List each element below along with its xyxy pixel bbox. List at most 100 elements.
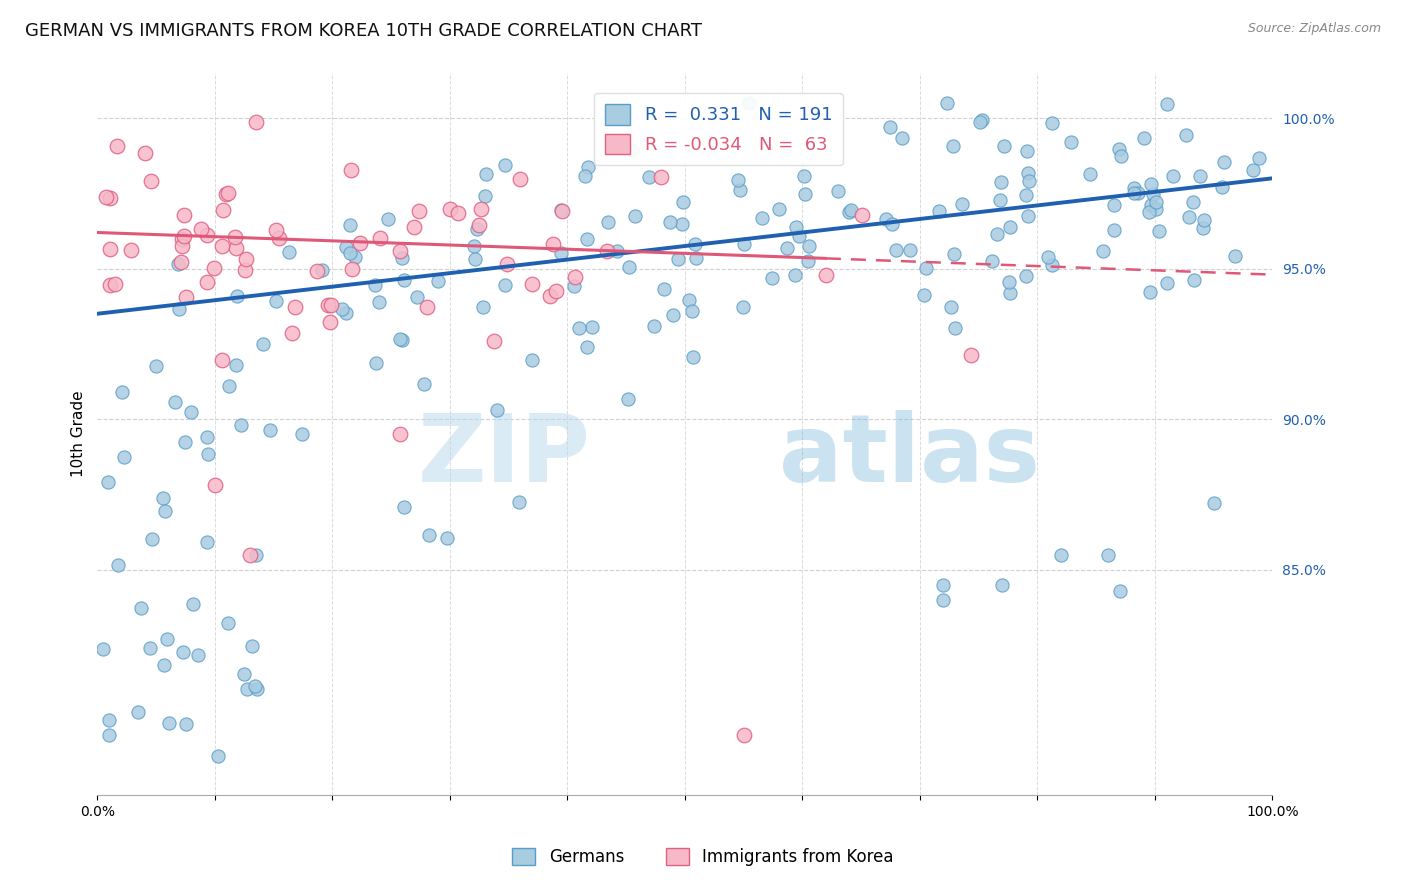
Point: [624, 209, 647, 223]
Point: [163, 394, 186, 409]
Point: [839, 203, 862, 218]
Point: [794, 186, 817, 201]
Text: ZIP: ZIP: [418, 409, 591, 502]
Point: [111, 385, 134, 400]
Point: [266, 223, 288, 237]
Point: [252, 337, 274, 351]
Point: [520, 277, 543, 291]
Point: [1108, 583, 1130, 598]
Point: [733, 237, 755, 252]
Point: [392, 273, 415, 287]
Point: [494, 278, 516, 293]
Point: [1109, 148, 1132, 162]
Point: [915, 261, 938, 276]
Point: [486, 403, 509, 417]
Point: [239, 548, 262, 562]
Point: [235, 252, 257, 266]
Point: [789, 228, 811, 243]
Point: [157, 716, 180, 731]
Point: [638, 170, 661, 185]
Point: [98, 713, 121, 727]
Point: [960, 348, 983, 362]
Point: [576, 232, 599, 246]
Point: [344, 251, 367, 265]
Point: [98, 191, 121, 205]
Point: [195, 227, 218, 242]
Point: [243, 679, 266, 693]
Point: [898, 243, 921, 257]
Point: [471, 301, 494, 315]
Point: [391, 333, 413, 347]
Point: [240, 639, 263, 653]
Point: [681, 304, 703, 318]
Point: [932, 592, 955, 607]
Point: [340, 261, 363, 276]
Point: [1212, 154, 1234, 169]
Point: [307, 264, 329, 278]
Point: [568, 320, 591, 334]
Point: [751, 211, 773, 226]
Point: [368, 230, 391, 244]
Point: [465, 222, 488, 236]
Point: [652, 282, 675, 296]
Point: [211, 353, 233, 368]
Point: [129, 601, 152, 615]
Point: [134, 146, 156, 161]
Point: [155, 632, 177, 646]
Point: [671, 217, 693, 231]
Point: [1133, 131, 1156, 145]
Point: [730, 183, 752, 197]
Point: [879, 120, 901, 135]
Point: [1017, 210, 1039, 224]
Point: [402, 220, 425, 235]
Point: [1018, 174, 1040, 188]
Point: [468, 218, 491, 232]
Point: [1040, 116, 1063, 130]
Point: [174, 717, 197, 731]
Point: [1017, 166, 1039, 180]
Point: [284, 300, 307, 314]
Point: [581, 319, 603, 334]
Point: [678, 293, 700, 308]
Point: [494, 158, 516, 172]
Point: [1104, 222, 1126, 236]
Point: [195, 275, 218, 289]
Point: [1144, 202, 1167, 216]
Point: [112, 450, 135, 464]
Point: [97, 475, 120, 489]
Point: [214, 186, 236, 201]
Point: [335, 306, 357, 320]
Point: [1140, 177, 1163, 191]
Point: [875, 211, 897, 226]
Point: [231, 417, 253, 432]
Point: [662, 308, 685, 322]
Point: [1189, 169, 1212, 183]
Point: [884, 243, 907, 257]
Point: [980, 253, 1002, 268]
Point: [814, 268, 837, 282]
Point: [998, 219, 1021, 234]
Point: [389, 332, 412, 346]
Point: [942, 139, 965, 153]
Point: [538, 289, 561, 303]
Y-axis label: 10th Grade: 10th Grade: [72, 391, 86, 477]
Point: [170, 254, 193, 268]
Point: [389, 244, 412, 258]
Point: [211, 203, 233, 218]
Point: [98, 728, 121, 742]
Point: [682, 351, 704, 365]
Point: [928, 203, 950, 218]
Point: [1126, 186, 1149, 200]
Point: [1092, 244, 1115, 259]
Point: [233, 666, 256, 681]
Point: [233, 263, 256, 277]
Point: [727, 173, 749, 187]
Point: [606, 244, 628, 258]
Point: [891, 131, 914, 145]
Point: [617, 392, 640, 406]
Point: [544, 284, 567, 298]
Point: [277, 245, 299, 260]
Point: [104, 277, 127, 292]
Point: [1078, 167, 1101, 181]
Point: [1182, 195, 1205, 210]
